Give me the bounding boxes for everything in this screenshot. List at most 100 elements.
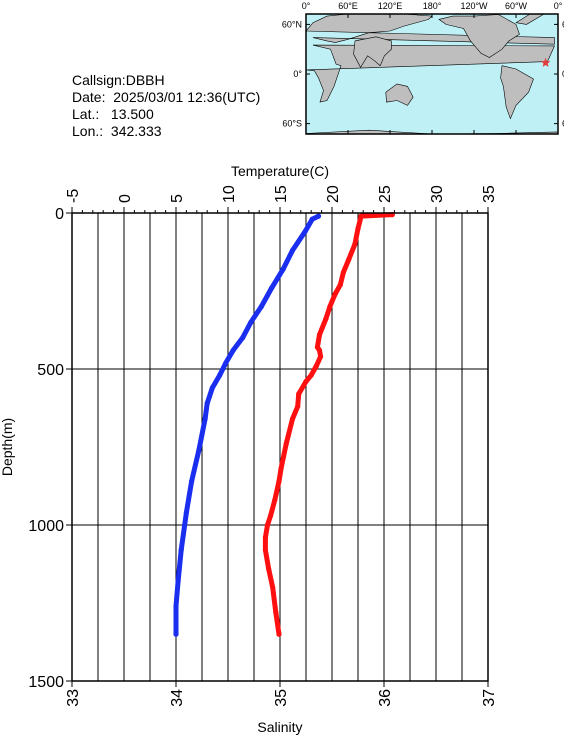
lat-row: Lat.: 13.500: [72, 106, 260, 123]
salinity-data-point: [175, 578, 181, 584]
map-landmass: [438, 14, 520, 58]
temperature-tick-label: 25: [377, 185, 394, 203]
map-landmass: [515, 13, 546, 25]
lon-value: 342.333: [110, 123, 162, 139]
salinity-data-point: [302, 229, 308, 235]
temperature-data-point: [278, 466, 284, 472]
station-info: Callsign:DBBH Date: 2025/03/01 12:36(UTC…: [72, 72, 260, 140]
lat-label: Lat.:: [72, 106, 100, 122]
temperature-tick-label: 5: [169, 194, 186, 203]
salinity-data-point: [223, 360, 229, 366]
temperature-data-point: [337, 282, 343, 288]
lon-row: Lon.: 342.333: [72, 123, 260, 140]
temperature-data-point: [358, 213, 364, 219]
salinity-data-point: [248, 319, 254, 325]
temperature-data-point: [273, 609, 279, 616]
date-label: Date:: [72, 89, 106, 105]
temperature-data-point: [295, 403, 301, 409]
salinity-axis-title: Salinity: [257, 719, 302, 735]
temperature-data-point: [289, 416, 296, 422]
map-landmass: [500, 65, 534, 120]
salinity-tick-label: 34: [169, 689, 186, 707]
map-lon-label: 120°W: [460, 1, 488, 11]
salinity-data-point: [269, 285, 275, 291]
world-map: 0°60°E120°E180°120°W60°W0°60°N60°N0°0°60…: [282, 1, 564, 135]
temperature-data-point: [283, 441, 289, 447]
temperature-data-point: [268, 513, 274, 519]
temperature-data-point: [327, 304, 333, 310]
map-lat-label: 60°N: [282, 19, 302, 29]
temperature-data-point: [264, 522, 271, 528]
map-lat-label-right: 0°: [562, 69, 564, 79]
salinity-data-point: [315, 213, 322, 219]
map-lon-label: 60°W: [505, 1, 528, 11]
salinity-data-point: [309, 216, 315, 222]
salinity-data-point: [280, 266, 286, 272]
salinity-data-point: [240, 335, 246, 341]
temperature-data-point: [346, 257, 352, 263]
salinity-data-point: [258, 304, 264, 310]
callsign-row: Callsign:DBBH: [72, 72, 260, 89]
salinity-data-point: [173, 631, 179, 637]
callsign-label: Callsign:: [72, 72, 126, 88]
plot-frame: [71, 212, 489, 682]
salinity-data-point: [202, 416, 208, 422]
salinity-data-point: [183, 509, 189, 516]
map-landmass: [353, 36, 392, 69]
salinity-data-point: [173, 603, 179, 609]
map-landmass: [305, 44, 555, 103]
date-value: 2025/03/01 12:36(UTC): [113, 89, 261, 105]
temperature-tick-label: -5: [65, 189, 82, 203]
callsign-value: DBBH: [125, 72, 165, 88]
depth-tick-label: 0: [55, 206, 64, 223]
date-row: Date: 2025/03/01 12:36(UTC): [72, 89, 260, 106]
temperature-data-point: [270, 584, 276, 591]
salinity-tick-label: 35: [273, 689, 290, 707]
temperature-data-point: [308, 372, 314, 378]
temperature-data-point: [276, 631, 282, 637]
temperature-tick-label: 0: [117, 194, 134, 203]
map-lon-label: 0°: [302, 1, 311, 11]
salinity-data-point: [217, 372, 223, 378]
temperature-data-point: [332, 291, 338, 297]
map-lon-label: 60°E: [338, 1, 358, 11]
depth-tick-label: 500: [37, 362, 64, 379]
temperature-data-point: [352, 241, 358, 247]
temperature-data-point: [316, 347, 323, 353]
lon-label: Lon.:: [72, 123, 104, 139]
salinity-data-point: [209, 385, 215, 391]
temperature-data-point: [318, 353, 324, 360]
map-lat-label: 60°S: [282, 119, 302, 129]
temperature-data-point: [262, 547, 268, 553]
map-lat-label-right: 60°N: [562, 19, 564, 29]
depth-tick-label: 1000: [28, 518, 64, 535]
temperature-data-point: [355, 226, 361, 232]
temperature-data-point: [316, 332, 323, 338]
map-landmass: [385, 83, 414, 106]
temperature-tick-label: 15: [273, 185, 290, 203]
temperature-tick-label: 20: [325, 185, 342, 203]
temperature-axis-title: Temperature(C): [231, 163, 329, 179]
temperature-data-point: [276, 478, 282, 484]
salinity-data-point: [178, 547, 184, 553]
lat-value: 13.500: [110, 106, 154, 122]
temperature-data-point: [340, 269, 346, 275]
temperature-tick-label: 35: [481, 185, 498, 203]
depth-tick-label: 1500: [28, 674, 64, 691]
station-marker: [540, 57, 551, 67]
temperature-data-point: [323, 316, 329, 322]
salinity-tick-label: 37: [481, 689, 498, 707]
map-lat-label-right: 60°S: [562, 119, 564, 129]
salinity-data-point: [196, 447, 202, 453]
salinity-data-point: [230, 347, 236, 353]
salinity-profile-line: [173, 213, 321, 637]
salinity-tick-label: 33: [65, 689, 82, 707]
map-lat-label: 0°: [293, 69, 302, 79]
temperature-tick-label: 30: [429, 185, 446, 203]
salinity-data-point: [289, 247, 296, 253]
temperature-data-point: [296, 391, 302, 397]
salinity-tick-label: 36: [377, 689, 394, 707]
salinity-data-point: [204, 400, 210, 406]
map-lon-label: 180°: [423, 1, 442, 11]
